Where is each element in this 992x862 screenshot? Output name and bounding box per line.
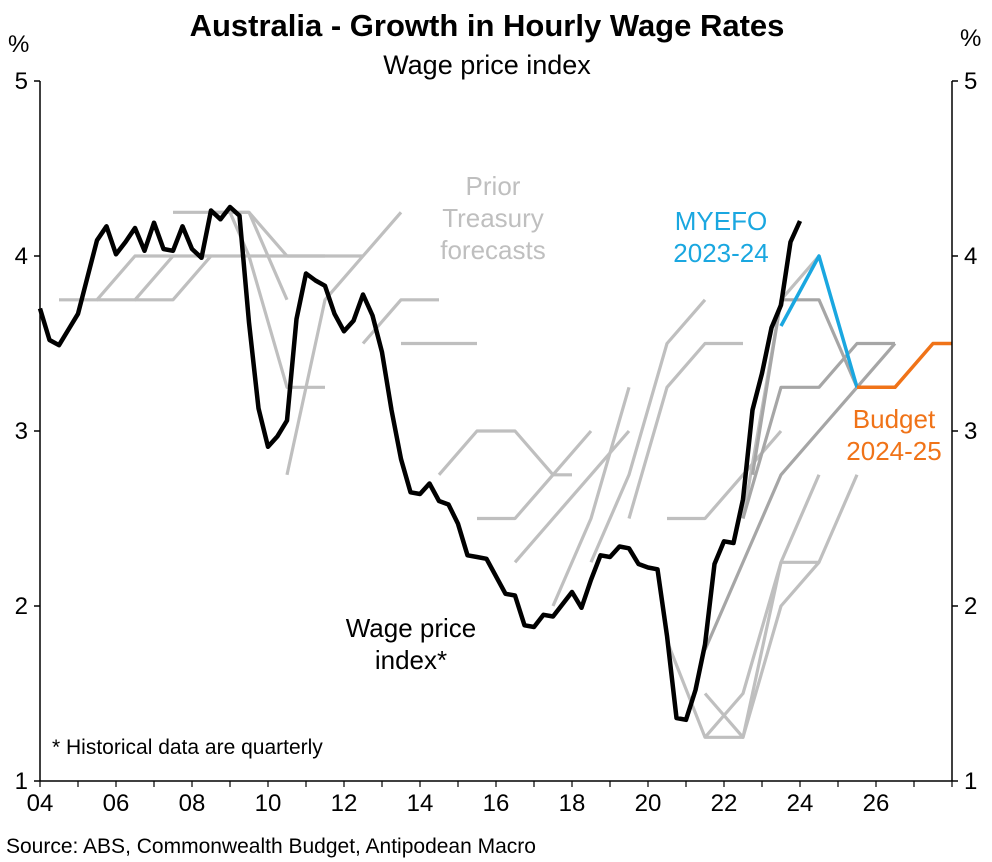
annotation-wpi-line-2: index* [375,645,447,675]
x-tick-label: 18 [559,790,586,817]
x-tick-label: 12 [331,790,358,817]
series-line-prior-forecast [741,341,895,519]
x-tick-label: 08 [179,790,206,817]
series-line-prior-forecast [551,386,631,607]
y-tick-label-left: 2 [15,593,28,620]
x-tick-label: 14 [407,790,434,817]
annotation-wpi-line-1: Wage price [346,613,477,643]
annotation-prior-forecasts: Prior Treasury forecasts [440,171,546,265]
y-tick-label-right: 5 [964,68,977,95]
annotation-budget-line-2: 2024-25 [846,436,941,466]
x-tick-label: 16 [483,790,510,817]
x-tick-label: 22 [711,790,738,817]
annotation-prior-line-2: Treasury [442,203,544,233]
y-axis-right-unit: % [960,25,981,52]
series-line-prior-forecast [135,254,249,302]
series-line-prior-forecast [59,254,173,302]
plot-lines [37,204,952,739]
series-line-prior-forecast [211,210,325,258]
tick-labels: 1 12 23 34 45 504 06 08 10 12 14 16 18 20 22 24 26 [15,68,978,817]
series-line-prior-forecast [627,341,743,519]
source-note: Source: ABS, Commonwealth Budget, Antipo… [6,835,536,858]
series-line-prior-forecast [437,429,572,477]
series-line-prior-forecast [285,211,403,476]
chart-subtitle: Wage price index [383,50,591,80]
y-tick-label-left: 1 [15,768,28,795]
y-tick-label-right: 2 [964,593,977,620]
x-tick-label: 06 [103,790,130,817]
axes [34,80,958,787]
annotation-myefo: MYEFO 2023-24 [673,206,768,268]
y-tick-label-left: 5 [15,68,28,95]
series-line-prior-forecast [477,429,593,521]
annotation-myefo-line-2: 2023-24 [673,238,768,268]
y-tick-label-left: 4 [15,243,28,270]
y-tick-label-right: 1 [964,768,977,795]
series-line-wpi [37,204,803,723]
footnote: * Historical data are quarterly [52,736,323,759]
series-line-prior-forecast [703,474,821,739]
series-line-prior-forecast [589,298,707,563]
annotation-myefo-line-1: MYEFO [675,206,767,236]
annotation-wpi: Wage price index* [346,613,477,675]
x-tick-label: 24 [787,790,814,817]
annotation-prior-line-3: forecasts [440,235,546,265]
series-line-prior-forecast [750,298,859,476]
x-tick-label: 10 [255,790,282,817]
series-line-prior-forecast [97,254,211,302]
y-tick-label-right: 4 [964,243,977,270]
y-tick-label-left: 3 [15,418,28,445]
series-line-myefo [779,254,859,388]
series-line-budget [857,341,952,390]
x-tick-label: 04 [27,790,54,817]
x-tick-label: 20 [635,790,662,817]
series-line-prior-forecast [703,342,897,651]
y-axis-left-unit: % [8,31,29,58]
series-line-prior-forecast [703,474,859,739]
chart-title: Australia - Growth in Hourly Wage Rates [190,8,785,43]
annotation-prior-line-1: Prior [466,171,521,201]
annotation-budget-line-1: Budget [853,404,936,434]
x-tick-label: 26 [863,790,890,817]
annotation-budget: Budget 2024-25 [846,404,941,466]
y-tick-label-right: 3 [964,418,977,445]
